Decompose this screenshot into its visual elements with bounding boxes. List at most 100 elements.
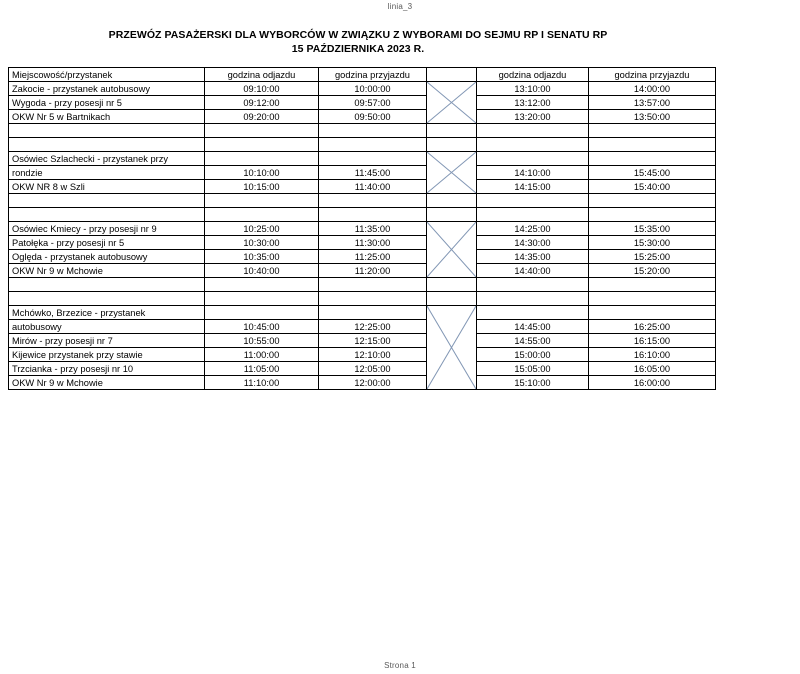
cell-dep2: 14:35:00 — [476, 249, 589, 264]
cell-place: Osówiec Szlachecki - przystanek przy — [8, 151, 205, 166]
cell-dep1 — [204, 123, 319, 138]
table-spacer-row — [8, 277, 716, 292]
cell-arr1: 12:00:00 — [318, 375, 427, 390]
cell-dep2 — [476, 123, 589, 138]
table-header-row: Miejscowość/przystanek godzina odjazdu g… — [8, 67, 716, 82]
table-row: Osówiec Szlachecki - przystanek przy — [8, 151, 716, 194]
cell-arr2: 16:00:00 — [588, 375, 716, 390]
cell-place: Mirów - przy posesji nr 7 — [8, 333, 205, 348]
table-row: OKW Nr 5 w Bartnikach 09:20:00 09:50:00 13:… — [8, 109, 716, 124]
title-line-1: PRZEWÓZ PASAŻERSKI DLA WYBORCÓW W ZWIĄZK… — [108, 29, 608, 41]
table-header: Miejscowość/przystanek godzina odjazdu g… — [8, 67, 716, 82]
cell-dep2 — [476, 291, 589, 306]
table-spacer-row — [8, 193, 716, 208]
table-row: autobusowy 10:45:00 12:25:00 14:45:00 16:25:… — [8, 319, 716, 334]
cell-arr1: 09:50:00 — [318, 109, 427, 124]
column-header-arrival-1: godzina przyjazdu — [318, 67, 427, 82]
table-row: Zakocie - przystanek autobusowy 09:10:00 1… — [8, 81, 716, 124]
cell-arr2: 13:57:00 — [588, 95, 716, 110]
cell-arr2: 15:40:00 — [588, 179, 716, 194]
cell-dep2: 13:10:00 — [476, 81, 589, 96]
table-row: Mchówko, Brzezice - przystanek — [8, 305, 716, 390]
cell-arr2 — [588, 137, 716, 152]
cell-place — [8, 207, 205, 222]
cell-dep1: 09:20:00 — [204, 109, 319, 124]
cell-dep1: 10:35:00 — [204, 249, 319, 264]
table-spacer-row — [8, 291, 716, 306]
cell-arr2 — [588, 277, 716, 292]
cross-icon — [427, 222, 476, 277]
cell-separator — [426, 207, 477, 222]
cell-place: Kijewice przystanek przy stawie — [8, 347, 205, 362]
table-row: Kijewice przystanek przy stawie 11:00:00 1… — [8, 347, 716, 362]
cell-arr1: 10:00:00 — [318, 81, 427, 96]
cell-dep1 — [204, 277, 319, 292]
cell-dep1 — [204, 137, 319, 152]
cell-dep1: 11:05:00 — [204, 361, 319, 376]
cell-place: Mchówko, Brzezice - przystanek — [8, 305, 205, 320]
cell-dep2 — [476, 193, 589, 208]
schedule-table: Miejscowość/przystanek godzina odjazdu g… — [8, 67, 716, 390]
cell-arr1 — [318, 277, 427, 292]
cell-arr1: 11:30:00 — [318, 235, 427, 250]
cell-separator — [426, 123, 477, 138]
cell-arr2 — [588, 305, 716, 320]
cell-dep2: 14:25:00 — [476, 221, 589, 236]
cell-place: OKW NR 8 w Szli — [8, 179, 205, 194]
cell-place — [8, 277, 205, 292]
table-spacer-row — [8, 207, 716, 222]
cell-place: Wygoda - przy posesji nr 5 — [8, 95, 205, 110]
cell-dep2: 13:20:00 — [476, 109, 589, 124]
cell-arr1: 12:25:00 — [318, 319, 427, 334]
cell-arr1 — [318, 137, 427, 152]
title-line-2: 15 PAŹDZIERNIKA 2023 R. — [291, 43, 425, 55]
table-row: OKW Nr 9 w Mchowie 10:40:00 11:20:00 14:40:… — [8, 263, 716, 278]
cell-separator — [426, 291, 477, 306]
cell-dep1: 09:12:00 — [204, 95, 319, 110]
cell-arr2: 16:15:00 — [588, 333, 716, 348]
column-header-departure-1: godzina odjazdu — [204, 67, 319, 82]
column-header-place: Miejscowość/przystanek — [8, 67, 205, 82]
column-header-departure-2: godzina odjazdu — [476, 67, 589, 82]
cell-dep1 — [204, 151, 319, 166]
cell-dep1 — [204, 207, 319, 222]
table-row: Osówiec Kmiecy - przy posesji nr 9 10:25:… — [8, 221, 716, 278]
cell-arr2: 16:10:00 — [588, 347, 716, 362]
cell-place: Patołęka - przy posesji nr 5 — [8, 235, 205, 250]
cell-dep1: 10:45:00 — [204, 319, 319, 334]
cell-dep1: 09:10:00 — [204, 81, 319, 96]
schedule-table-container: Miejscowość/przystanek godzina odjazdu g… — [8, 67, 716, 390]
cell-dep2: 14:15:00 — [476, 179, 589, 194]
cell-arr2 — [588, 151, 716, 166]
cell-dep1: 10:10:00 — [204, 165, 319, 180]
cell-dep1: 11:10:00 — [204, 375, 319, 390]
cell-dep1: 10:40:00 — [204, 263, 319, 278]
cell-dep2: 14:40:00 — [476, 263, 589, 278]
cell-arr2: 16:25:00 — [588, 319, 716, 334]
cell-arr2: 15:20:00 — [588, 263, 716, 278]
cell-dep2 — [476, 137, 589, 152]
cell-arr1: 11:20:00 — [318, 263, 427, 278]
cell-dep2: 14:55:00 — [476, 333, 589, 348]
cell-arr2 — [588, 291, 716, 306]
cell-dep2: 15:05:00 — [476, 361, 589, 376]
cell-arr2: 13:50:00 — [588, 109, 716, 124]
cell-arr1: 12:05:00 — [318, 361, 427, 376]
table-spacer-row — [8, 123, 716, 138]
cell-dep2: 14:45:00 — [476, 319, 589, 334]
cell-dep1 — [204, 291, 319, 306]
cross-out-cell — [426, 151, 477, 194]
cell-dep1: 10:55:00 — [204, 333, 319, 348]
cell-dep2: 14:30:00 — [476, 235, 589, 250]
cell-dep1 — [204, 193, 319, 208]
cell-dep2: 14:10:00 — [476, 165, 589, 180]
table-row: Patołęka - przy posesji nr 5 10:30:00 11:3… — [8, 235, 716, 250]
cell-dep2 — [476, 277, 589, 292]
cell-arr2 — [588, 207, 716, 222]
cell-arr2: 15:45:00 — [588, 165, 716, 180]
cell-dep2 — [476, 207, 589, 222]
cell-dep1: 11:00:00 — [204, 347, 319, 362]
document-header-label: linia_3 — [387, 2, 413, 11]
table-row: Wygoda - przy posesji nr 5 09:12:00 09:57:… — [8, 95, 716, 110]
